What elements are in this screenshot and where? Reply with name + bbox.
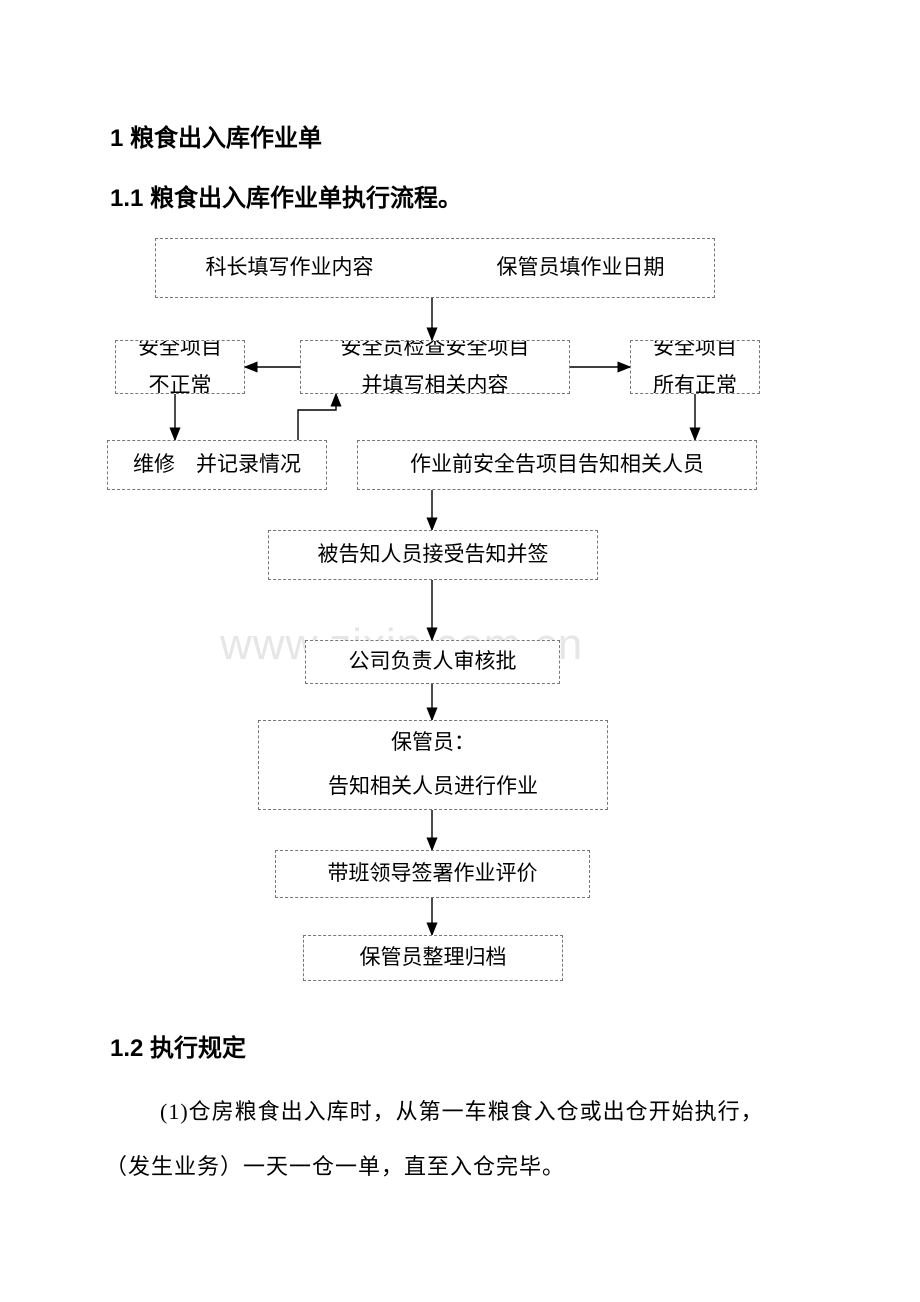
node-left-bad-line1: 安全项目: [138, 340, 222, 365]
node-archive: 保管员整理归档: [303, 935, 563, 981]
node-check-line2: 并填写相关内容: [362, 369, 509, 394]
node-eval-text: 带班领导签署作业评价: [328, 857, 538, 891]
heading-1: 1 粮食出入库作业单: [110, 118, 322, 153]
body-p1-line2: （发生业务）一天一仓一单，直至入仓完毕。: [105, 1145, 565, 1189]
node-check-line1: 安全员检查安全项目: [341, 340, 530, 365]
body-p1-line1: (1)仓房粮食出入库时，从第一车粮食入仓或出仓开始执行，: [160, 1090, 764, 1134]
node-left-bad: 安全项目 不正常: [115, 340, 245, 394]
node-approve-text: 公司负责人审核批: [349, 645, 517, 679]
node-archive-text: 保管员整理归档: [360, 941, 507, 975]
node-notify-text: 作业前安全告项目告知相关人员: [410, 448, 704, 482]
node-top-right-text: 保管员填作业日期: [455, 251, 706, 285]
node-repair: 维修 并记录情况: [107, 440, 327, 490]
node-right-ok-line1: 安全项目: [653, 340, 737, 365]
node-keeper-line1: 保管员：: [391, 726, 475, 760]
node-right-ok-line2: 所有正常: [653, 369, 737, 394]
node-top: 科长填写作业内容 保管员填作业日期: [155, 238, 715, 298]
node-left-bad-line2: 不正常: [149, 369, 212, 394]
node-keeper: 保管员： 告知相关人员进行作业: [258, 720, 608, 810]
node-check: 安全员检查安全项目 并填写相关内容: [300, 340, 570, 394]
node-right-ok: 安全项目 所有正常: [630, 340, 760, 394]
heading-1-1: 1.1 粮食出入库作业单执行流程。: [110, 178, 462, 213]
node-eval: 带班领导签署作业评价: [275, 850, 590, 898]
node-repair-text: 维修 并记录情况: [133, 448, 301, 482]
page: www.zixin.com.cn 1 粮食出入库作业单 1.1 粮食出入库作业单…: [0, 0, 920, 1302]
node-ack-text: 被告知人员接受告知并签: [318, 538, 549, 572]
node-approve: 公司负责人审核批: [305, 640, 560, 684]
node-keeper-line2: 告知相关人员进行作业: [328, 770, 538, 804]
node-top-left-text: 科长填写作业内容: [164, 251, 415, 285]
heading-1-2: 1.2 执行规定: [110, 1028, 246, 1063]
node-ack: 被告知人员接受告知并签: [268, 530, 598, 580]
node-notify: 作业前安全告项目告知相关人员: [357, 440, 757, 490]
